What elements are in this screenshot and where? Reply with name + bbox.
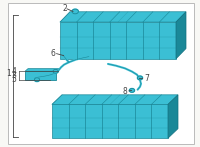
- Bar: [25, 71, 56, 80]
- Text: 2: 2: [63, 4, 67, 13]
- Text: 4: 4: [12, 67, 17, 76]
- Polygon shape: [176, 12, 186, 59]
- Polygon shape: [25, 69, 59, 71]
- Text: 1: 1: [6, 69, 11, 78]
- Circle shape: [53, 69, 58, 73]
- Text: 6: 6: [50, 49, 55, 58]
- Circle shape: [34, 78, 40, 82]
- Text: 3: 3: [12, 71, 17, 80]
- Text: 7: 7: [144, 74, 149, 83]
- Circle shape: [137, 76, 143, 80]
- Polygon shape: [52, 104, 168, 138]
- Text: 5: 5: [12, 75, 17, 84]
- Circle shape: [129, 88, 135, 92]
- Text: 8: 8: [123, 87, 128, 96]
- Polygon shape: [60, 12, 186, 22]
- Polygon shape: [52, 95, 178, 104]
- Polygon shape: [60, 22, 176, 59]
- Circle shape: [72, 9, 78, 14]
- Polygon shape: [168, 95, 178, 138]
